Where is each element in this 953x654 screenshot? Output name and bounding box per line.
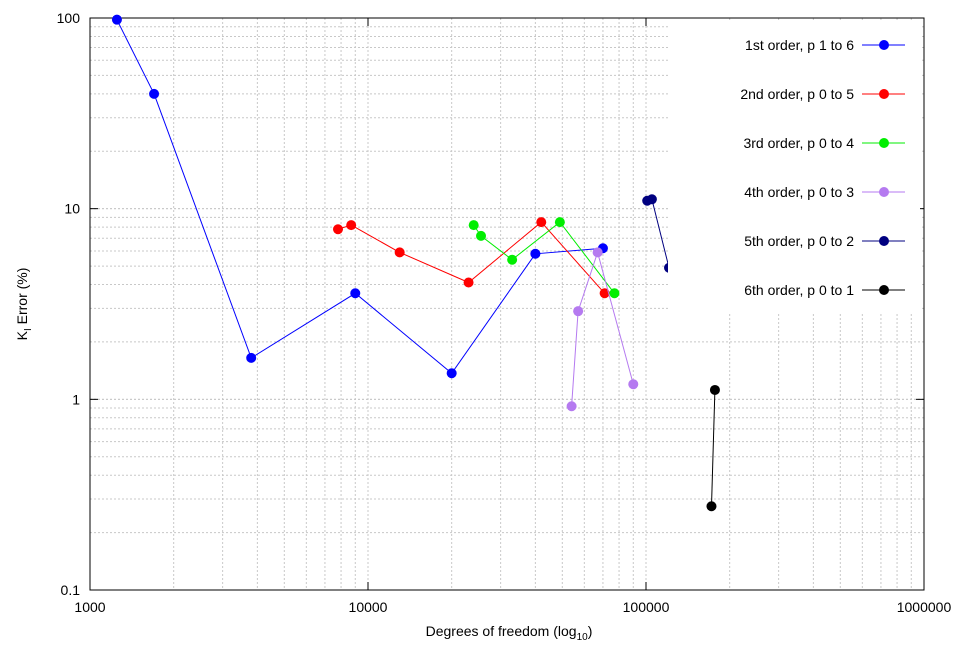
legend-item: 6th order, p 0 to 1 — [744, 282, 905, 298]
series-4 — [566, 247, 639, 412]
y-axis-label: KI Error (%) — [14, 268, 34, 341]
data-point — [111, 14, 122, 25]
y-tick-label: 1 — [72, 391, 80, 407]
data-point — [536, 217, 547, 228]
legend-item: 4th order, p 0 to 3 — [744, 184, 905, 200]
data-point — [609, 288, 620, 299]
series-line — [571, 250, 634, 407]
x-axis-label: Degrees of freedom (log10) — [426, 623, 593, 643]
legend-item: 5th order, p 0 to 2 — [744, 233, 905, 249]
series-line — [647, 198, 670, 268]
y-tick-label: 100 — [57, 10, 81, 26]
data-point — [246, 352, 257, 363]
legend: 1st order, p 1 to 6 2nd order, p 0 to 5 3r… — [740, 37, 905, 298]
legend-label: 3rd order, p 0 to 4 — [743, 135, 854, 151]
x-tick-labels: 1000 10000 100000 1000000 — [74, 18, 951, 615]
legend-marker — [879, 138, 889, 148]
legend-label: 2nd order, p 0 to 5 — [740, 86, 854, 102]
data-point — [566, 401, 577, 412]
legend-background — [668, 22, 920, 314]
data-point — [394, 247, 405, 258]
data-point — [463, 277, 474, 288]
data-point — [333, 224, 344, 235]
data-point — [468, 220, 479, 231]
y-tick-labels: 0.1 1 10 100 — [57, 10, 924, 598]
x-tick-label: 1000000 — [897, 599, 952, 615]
data-point — [446, 368, 457, 379]
data-point — [476, 230, 487, 241]
legend-item: 2nd order, p 0 to 5 — [740, 86, 905, 102]
legend-label: 4th order, p 0 to 3 — [744, 184, 854, 200]
x-tick-label: 1000 — [74, 599, 105, 615]
series-lines — [111, 14, 720, 512]
grid — [89, 17, 925, 591]
legend-marker — [879, 236, 889, 246]
legend-label: 1st order, p 1 to 6 — [745, 37, 854, 53]
data-point — [706, 501, 717, 512]
x-tick-label: 100000 — [623, 599, 670, 615]
series-line — [711, 389, 716, 507]
series-2 — [333, 217, 610, 299]
legend-label: 5th order, p 0 to 2 — [744, 233, 854, 249]
data-point — [646, 194, 657, 205]
legend-marker — [879, 285, 889, 295]
data-point — [592, 247, 603, 258]
data-point — [530, 248, 541, 259]
legend-item: 1st order, p 1 to 6 — [745, 37, 905, 53]
series-line — [473, 221, 615, 294]
data-point — [346, 220, 357, 231]
data-point — [350, 288, 361, 299]
data-point — [628, 379, 639, 390]
x-tick-label: 10000 — [349, 599, 388, 615]
series-line — [116, 19, 603, 375]
data-point — [554, 217, 565, 228]
data-point — [709, 384, 720, 395]
plot-frame — [89, 17, 925, 591]
legend-marker — [879, 40, 889, 50]
data-point — [149, 88, 160, 99]
series-1 — [111, 14, 608, 379]
data-point — [599, 288, 610, 299]
legend-marker — [879, 89, 889, 99]
legend-label: 6th order, p 0 to 1 — [744, 282, 854, 298]
y-tick-label: 10 — [64, 201, 80, 217]
y-tick-label: 0.1 — [61, 582, 81, 598]
series-6 — [706, 384, 720, 512]
series-3 — [468, 217, 620, 299]
legend-item: 3rd order, p 0 to 4 — [743, 135, 905, 151]
data-point — [573, 306, 584, 317]
legend-marker — [879, 187, 889, 197]
data-point — [507, 254, 518, 265]
